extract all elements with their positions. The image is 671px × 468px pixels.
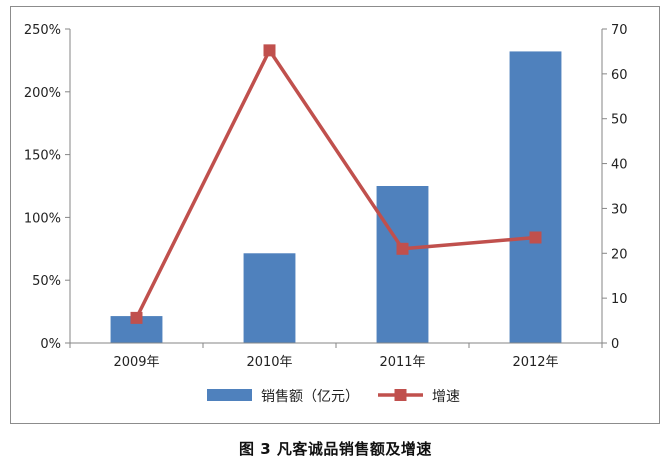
- growth-marker-0: [130, 311, 143, 324]
- y-left-tick-label: 150%: [24, 149, 61, 164]
- y-right-tick-label: 0: [611, 337, 619, 352]
- figure-caption: 图 3 凡客诚品销售额及增速: [239, 440, 432, 458]
- legend-swatch-sales: [207, 389, 252, 401]
- legend-label-sales: 销售额（亿元）: [261, 389, 359, 405]
- y-left-tick-label: 50%: [32, 274, 61, 289]
- y-left-tick-label: 250%: [24, 23, 61, 38]
- y-left-tick-label: 100%: [24, 211, 61, 226]
- growth-marker-1: [263, 44, 276, 57]
- x-tick-label: 2010年: [246, 355, 292, 370]
- y-right-tick-label: 30: [611, 202, 628, 217]
- chart-frame: 0% 50% 100% 150% 200% 250% 0 10 20 30 40 50 60 70 2009…: [10, 6, 660, 424]
- y-right-tick-label: 50: [611, 113, 628, 128]
- bar-2: [376, 186, 429, 343]
- y-right-tick-label: 60: [611, 68, 628, 83]
- x-tick-label: 2009年: [113, 355, 159, 370]
- y-right-tick-label: 20: [611, 247, 628, 262]
- chart-svg: 0% 50% 100% 150% 200% 250% 0 10 20 30 40 50 60 70 2009…: [24, 23, 628, 405]
- growth-line: [134, 48, 536, 319]
- growth-marker-2: [396, 242, 409, 255]
- growth-marker-3: [529, 231, 542, 244]
- y-left-tick-label: 200%: [24, 86, 61, 101]
- y-right-tick-label: 40: [611, 158, 628, 173]
- y-left-tick-label: 0%: [40, 337, 61, 352]
- legend-marker-growth: [394, 389, 407, 401]
- x-tick-label: 2011年: [379, 355, 425, 370]
- y-right-tick-label: 10: [611, 292, 628, 307]
- bar-3: [509, 51, 562, 344]
- y-right-tick-label: 70: [611, 23, 628, 38]
- legend-label-growth: 增速: [432, 389, 460, 405]
- bar-1: [243, 253, 296, 343]
- x-tick-label: 2012年: [512, 355, 558, 370]
